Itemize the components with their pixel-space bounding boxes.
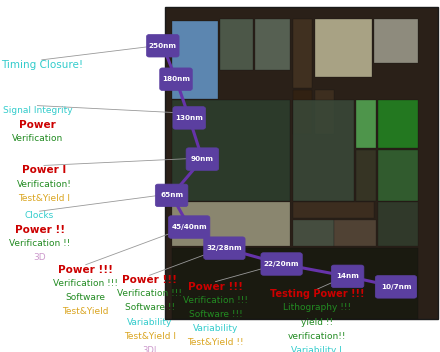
Text: Test&Yield I: Test&Yield I	[18, 194, 70, 203]
Text: Power !!!: Power !!!	[122, 275, 177, 285]
Text: Lithography !!!: Lithography !!!	[283, 303, 351, 313]
Text: Variability I: Variability I	[291, 346, 342, 352]
FancyBboxPatch shape	[334, 220, 376, 246]
FancyBboxPatch shape	[220, 19, 253, 70]
Text: Testing Power !!!: Testing Power !!!	[270, 289, 364, 299]
FancyBboxPatch shape	[204, 237, 245, 259]
Text: Verification !!!: Verification !!!	[183, 296, 248, 305]
Text: Software: Software	[66, 293, 106, 302]
FancyBboxPatch shape	[172, 202, 290, 246]
FancyBboxPatch shape	[172, 248, 418, 319]
FancyBboxPatch shape	[374, 19, 418, 63]
FancyBboxPatch shape	[147, 34, 179, 57]
Text: 3D: 3D	[33, 253, 46, 263]
Text: Verification !!!: Verification !!!	[117, 289, 182, 298]
Text: Power !!!: Power !!!	[58, 265, 114, 275]
Text: Test&Yield: Test&Yield	[62, 307, 109, 316]
FancyBboxPatch shape	[293, 100, 354, 201]
Text: Timing Closure!: Timing Closure!	[1, 60, 83, 70]
Text: Power: Power	[19, 120, 56, 130]
FancyBboxPatch shape	[160, 68, 192, 90]
FancyBboxPatch shape	[261, 253, 302, 275]
FancyBboxPatch shape	[186, 148, 219, 170]
Text: Clocks: Clocks	[25, 211, 54, 220]
FancyBboxPatch shape	[169, 216, 210, 238]
Text: Power !!: Power !!	[15, 225, 65, 235]
FancyBboxPatch shape	[378, 100, 418, 148]
Text: 250nm: 250nm	[149, 43, 177, 49]
FancyBboxPatch shape	[172, 100, 290, 201]
Text: Test&Yield !!: Test&Yield !!	[187, 338, 244, 347]
Text: Test&Yield I: Test&Yield I	[124, 332, 176, 341]
Text: Software !!: Software !!	[125, 303, 175, 313]
Text: Signal Integrity: Signal Integrity	[3, 106, 72, 115]
FancyBboxPatch shape	[378, 202, 418, 246]
Text: Verification!: Verification!	[17, 180, 71, 189]
Text: verification!!: verification!!	[288, 332, 346, 341]
Text: Variability: Variability	[193, 324, 238, 333]
Text: 130nm: 130nm	[175, 115, 203, 121]
FancyBboxPatch shape	[315, 90, 334, 134]
Text: 14nm: 14nm	[336, 273, 359, 279]
FancyBboxPatch shape	[255, 19, 290, 70]
FancyBboxPatch shape	[375, 276, 417, 298]
FancyBboxPatch shape	[293, 220, 334, 246]
Text: Power I: Power I	[22, 165, 66, 175]
Text: 3DI: 3DI	[143, 346, 157, 352]
Text: yield !!: yield !!	[301, 318, 333, 327]
Text: Power !!!: Power !!!	[188, 282, 243, 291]
FancyBboxPatch shape	[293, 90, 312, 134]
FancyBboxPatch shape	[378, 150, 418, 201]
FancyBboxPatch shape	[293, 202, 374, 218]
FancyBboxPatch shape	[172, 21, 218, 99]
Text: Variability: Variability	[127, 318, 172, 327]
Text: 65nm: 65nm	[160, 192, 183, 199]
FancyBboxPatch shape	[165, 7, 438, 319]
Text: 180nm: 180nm	[162, 76, 190, 82]
Text: Verification !!: Verification !!	[9, 239, 70, 249]
Text: Software !!!: Software !!!	[189, 310, 242, 319]
Text: 10/7nm: 10/7nm	[381, 284, 411, 290]
Text: 22/20nm: 22/20nm	[264, 261, 299, 267]
FancyBboxPatch shape	[293, 19, 312, 88]
Text: 90nm: 90nm	[191, 156, 214, 162]
FancyBboxPatch shape	[315, 19, 372, 77]
FancyBboxPatch shape	[356, 100, 376, 148]
FancyBboxPatch shape	[331, 265, 364, 288]
Text: 45/40nm: 45/40nm	[172, 224, 207, 230]
FancyBboxPatch shape	[173, 107, 205, 129]
Text: Verification !!!: Verification !!!	[53, 279, 118, 288]
Text: Verification: Verification	[12, 134, 63, 143]
Text: 32/28nm: 32/28nm	[207, 245, 242, 251]
FancyBboxPatch shape	[356, 150, 376, 201]
FancyBboxPatch shape	[155, 184, 188, 207]
